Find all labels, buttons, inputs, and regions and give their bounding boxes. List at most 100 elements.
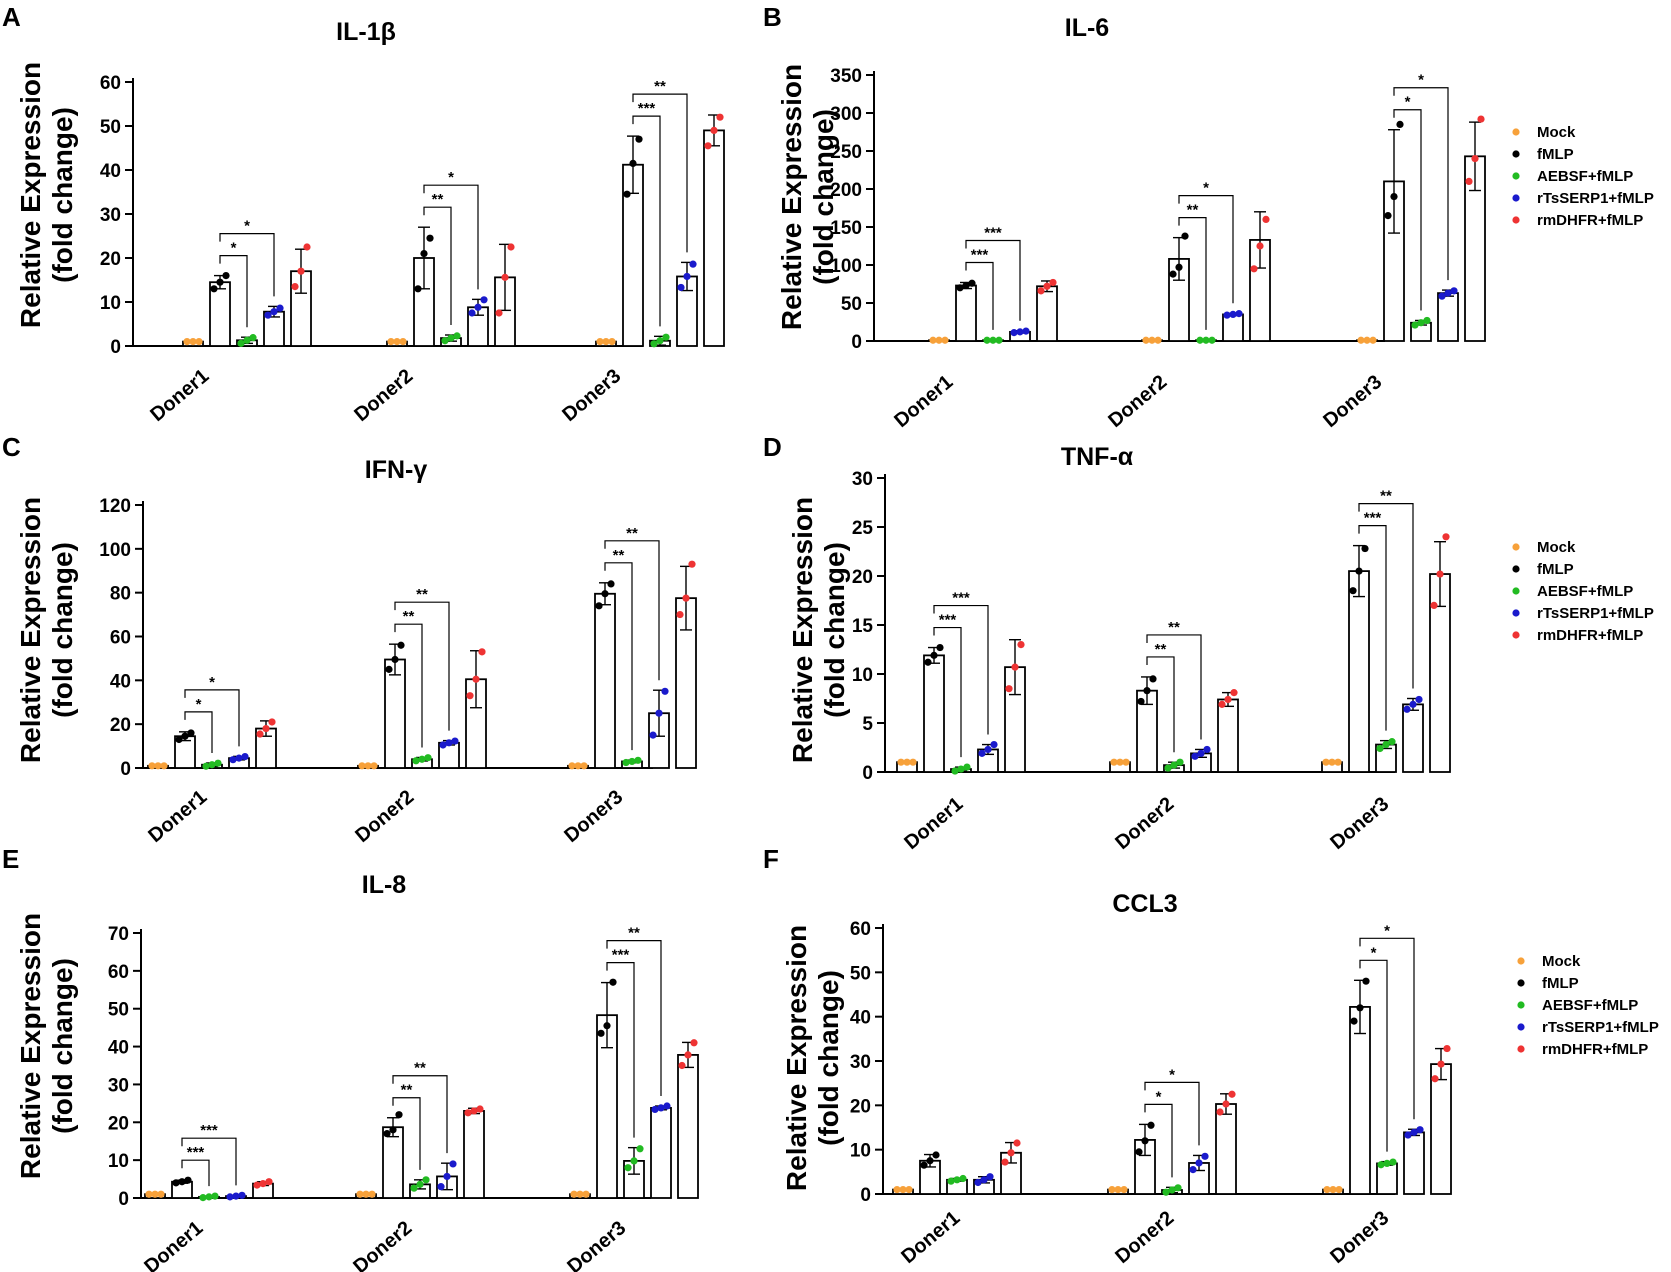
significance-bracket [1144,1103,1173,1178]
data-point [356,1190,364,1198]
x-tick-label: Doner1 [140,1217,207,1272]
y-tick-label: 0 [110,337,121,358]
data-point [1017,641,1025,649]
data-point [216,278,224,286]
significance-bracket [965,239,1021,321]
significance-bracket [423,206,452,325]
legend-marker [1517,979,1525,987]
significance-label: * [1405,94,1411,111]
data-point [986,1173,994,1181]
data-point [1022,327,1030,335]
data-point [474,303,482,311]
data-point [608,338,616,346]
data-point [1043,282,1051,290]
x-tick-label: Doner3 [1319,371,1386,432]
chart-panel-C: C IFN-γ Relative Expression (fold change) 0 2… [2,432,697,847]
data-point [1224,695,1232,704]
significance-bracket [1144,1081,1200,1146]
significance-label: ** [1155,641,1167,658]
data-point [211,1192,219,1200]
data-point [1465,177,1473,185]
data-point [241,753,249,761]
data-point [962,281,970,290]
chart-title: IL-6 [1065,14,1109,42]
data-point [1416,1126,1424,1134]
data-point [184,1176,192,1184]
data-point [1444,289,1452,297]
bar-fMLP [1348,570,1370,773]
data-point [622,758,630,767]
y-tick-label: 50 [108,1000,129,1021]
y-axis-label-line: Relative Expression [776,64,807,330]
data-point [468,309,476,317]
data-point [480,296,488,304]
significance-label: * [1203,180,1209,197]
data-point [145,1190,153,1198]
chart-title: CCL3 [1112,890,1177,918]
y-tick-label: 40 [110,671,131,692]
data-point [980,1176,988,1184]
data-point [1222,1100,1230,1108]
panel-letter: D [763,432,782,462]
significance-label: *** [952,590,970,607]
data-point [1329,1185,1337,1194]
data-point [189,338,197,346]
y-tick-label: 0 [862,763,873,784]
legend-label: rmDHFR+fMLP [1542,1041,1648,1058]
legend-label: Mock [1542,953,1581,970]
data-point [947,1177,955,1185]
data-point [253,1181,261,1189]
data-point [1256,242,1264,250]
chart-panel-D: D TNF-α Relative Expression (fold change) 0 5… [763,432,1654,854]
data-point [1141,1137,1149,1145]
data-point [601,590,609,598]
data-point [1143,687,1151,695]
x-tick-label: Doner1 [146,365,213,426]
legend-label: Mock [1537,539,1576,556]
y-axis-label: Relative Expression (fold change) [781,925,844,1191]
data-point [1108,1185,1116,1194]
legend: Mock fMLP AEBSF+fMLP rTsSERP1+fMLP rmDHFR+fM… [1512,539,1654,644]
data-point [449,1160,457,1168]
data-point [264,311,272,319]
data-point [1201,1152,1209,1160]
data-point [1013,1139,1021,1147]
data-point [151,1190,159,1198]
data-point [389,1126,397,1134]
data-point [370,762,378,770]
data-point [1122,758,1130,766]
data-point [1357,336,1365,344]
data-point [1149,675,1157,683]
data-point [1230,689,1238,697]
data-point [978,749,986,757]
y-tick-label: 70 [108,924,129,945]
data-point [677,283,685,292]
legend-label: AEBSF+fMLP [1542,997,1638,1014]
data-point [1390,193,1398,201]
data-point [426,234,434,242]
data-point [1142,336,1150,344]
bar-fMLP [923,654,945,773]
data-point [238,1191,246,1199]
data-point [1191,752,1199,760]
data-point [1377,1161,1385,1169]
data-point [262,724,270,733]
y-axis-label-line: (fold change) [813,970,844,1146]
y-tick-label: 40 [100,161,121,182]
data-point [416,1180,424,1188]
significance-bracket [933,626,962,758]
significance-bracket [604,540,660,681]
data-point [445,739,453,747]
y-axis-label-line: Relative Expression [787,497,818,763]
data-point [929,336,937,344]
data-point [1403,705,1411,713]
data-point [899,1185,907,1194]
significance-bracket [1393,87,1449,281]
data-point [930,651,938,659]
x-tick-label: Doner2 [349,1217,416,1272]
data-point [926,1157,934,1165]
legend-marker [1517,1045,1525,1053]
data-point [1114,1185,1122,1194]
y-tick-label: 200 [830,180,862,201]
significance-label: ** [414,1060,426,1077]
